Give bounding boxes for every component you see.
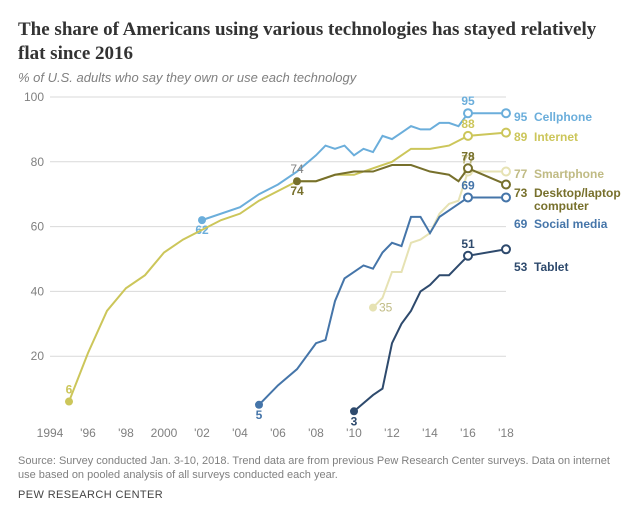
series-tablet [354, 249, 506, 411]
svg-text:'16: '16 [460, 426, 476, 440]
label-2018: 73 [514, 186, 528, 200]
marker-2018 [502, 167, 510, 175]
svg-text:'06: '06 [270, 426, 286, 440]
svg-text:2000: 2000 [151, 426, 178, 440]
svg-text:'02: '02 [194, 426, 210, 440]
label-2016: 88 [461, 116, 475, 130]
chart-subtitle: % of U.S. adults who say they own or use… [18, 70, 626, 85]
start-label: 5 [256, 407, 263, 421]
svg-text:'18: '18 [498, 426, 514, 440]
legend-desktop: Desktop/laptop [534, 186, 621, 200]
mid-label: 35 [379, 300, 393, 314]
svg-text:'08: '08 [308, 426, 324, 440]
svg-text:'96: '96 [80, 426, 96, 440]
legend-cellphone: Cellphone [534, 110, 592, 124]
marker-2018 [502, 245, 510, 253]
start-label: 74 [290, 184, 304, 198]
source-note: Source: Survey conducted Jan. 3-10, 2018… [18, 454, 626, 484]
marker-2018 [502, 128, 510, 136]
brand-label: PEW RESEARCH CENTER [18, 489, 626, 501]
svg-text:'98: '98 [118, 426, 134, 440]
marker-2018 [502, 109, 510, 117]
label-2018: 53 [514, 260, 528, 274]
marker-2018 [502, 180, 510, 188]
series-smartphone [373, 171, 506, 307]
line-chart-svg: 204060801001994'96'982000'02'04'06'08'10… [18, 91, 628, 446]
label-2016: 95 [461, 94, 475, 108]
chart-title: The share of Americans using various tec… [18, 18, 626, 66]
start-marker [65, 397, 73, 405]
chart-container: The share of Americans using various tec… [0, 0, 640, 511]
legend-smartphone: Smartphone [534, 167, 604, 181]
chart-plot: 204060801001994'96'982000'02'04'06'08'10… [18, 91, 628, 446]
svg-text:'12: '12 [384, 426, 400, 440]
label-2018: 69 [514, 217, 528, 231]
legend-tablet: Tablet [534, 260, 568, 274]
legend-social: Social media [534, 217, 608, 231]
start-label: 6 [66, 382, 73, 396]
legend-internet: Internet [534, 130, 578, 144]
svg-text:'14: '14 [422, 426, 438, 440]
svg-text:'04: '04 [232, 426, 248, 440]
label-2016: 51 [461, 236, 475, 250]
start-marker [369, 303, 377, 311]
label-2018: 77 [514, 167, 528, 181]
svg-text:100: 100 [24, 91, 44, 104]
legend-desktop: computer [534, 199, 589, 213]
label-2016: 78 [461, 149, 475, 163]
marker-2016 [464, 251, 472, 259]
svg-text:80: 80 [31, 154, 45, 168]
svg-text:20: 20 [31, 349, 45, 363]
overlap-74: 74 [290, 162, 304, 176]
marker-2016 [464, 193, 472, 201]
svg-text:60: 60 [31, 219, 45, 233]
svg-text:1994: 1994 [37, 426, 64, 440]
label-2018: 95 [514, 110, 528, 124]
label-2016: 69 [461, 178, 475, 192]
marker-2016 [464, 164, 472, 172]
marker-2018 [502, 193, 510, 201]
start-label: 3 [351, 414, 358, 428]
marker-2016 [464, 131, 472, 139]
label-2018: 89 [514, 130, 528, 144]
svg-text:40: 40 [31, 284, 45, 298]
